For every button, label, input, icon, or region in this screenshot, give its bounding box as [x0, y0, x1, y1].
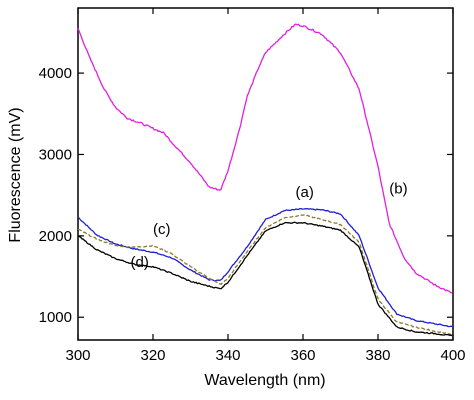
y-tick-label: 4000: [39, 65, 72, 82]
series-line-d: [77, 221, 453, 337]
y-axis-label: Fluorescence (mV): [7, 107, 24, 242]
curve-annotations: (a) (b) (c)(d): [131, 181, 408, 271]
plot-frame: [77, 7, 454, 341]
x-tick-label: 320: [140, 347, 165, 364]
x-tick-label: 380: [365, 347, 390, 364]
x-axis-label: Wavelength (nm): [204, 372, 325, 389]
y-tick-label: 1000: [39, 309, 72, 326]
annotation-a: (a): [296, 184, 314, 201]
annotation-b: (b): [389, 181, 407, 198]
x-tick-label: 400: [440, 347, 465, 364]
series-line-b: [77, 23, 453, 294]
series-line-c: [77, 213, 453, 336]
x-axis-ticks: 300 320 340 360 380 400: [65, 8, 466, 364]
y-tick-label: 2000: [39, 228, 72, 245]
annotation-c: (c): [153, 221, 171, 238]
x-tick-label: 300: [65, 347, 90, 364]
y-tick-label: 3000: [39, 146, 72, 163]
series-layer: [77, 23, 453, 337]
x-tick-label: 360: [290, 347, 315, 364]
y-axis-ticks: 1000 2000 3000 4000: [39, 65, 453, 326]
series-line-a: [77, 208, 453, 328]
x-tick-label: 340: [215, 347, 240, 364]
annotation-d: (d): [131, 254, 149, 271]
